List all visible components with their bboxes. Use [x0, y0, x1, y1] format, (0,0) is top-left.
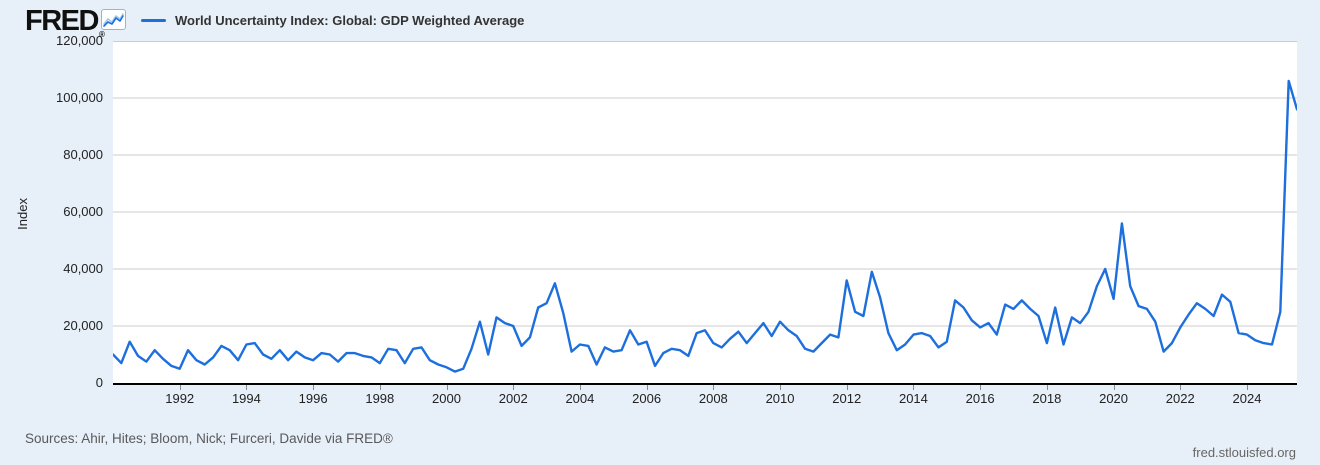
x-axis-tick-mark: [1246, 385, 1248, 390]
fred-site-link[interactable]: fred.stlouisfed.org: [1192, 445, 1296, 460]
x-axis-tick-label: 2008: [698, 391, 728, 406]
x-axis-tick-mark: [579, 385, 581, 390]
y-axis-tick-label: 20,000: [63, 318, 103, 333]
x-axis-tick-label: 2024: [1232, 391, 1262, 406]
fred-logo-text: FRED: [25, 5, 99, 37]
x-axis-tick-label: 2002: [498, 391, 528, 406]
x-axis-tick-label: 1998: [365, 391, 395, 406]
x-axis-tick-label: 1992: [165, 391, 195, 406]
x-axis-tick-mark: [1046, 385, 1048, 390]
x-axis-tick-label: 2006: [632, 391, 662, 406]
y-axis-tick-label: 0: [95, 375, 103, 390]
x-axis-tick-label: 2022: [1165, 391, 1195, 406]
y-axis-tick-label: 80,000: [63, 147, 103, 162]
x-axis-tick-mark: [980, 385, 982, 390]
x-axis-tick-mark: [313, 385, 315, 390]
x-axis-tick-mark: [646, 385, 648, 390]
x-axis-tick-label: 2020: [1099, 391, 1129, 406]
x-axis-tick-label: 2014: [898, 391, 928, 406]
x-axis-tick-mark: [713, 385, 715, 390]
series-legend[interactable]: World Uncertainty Index: Global: GDP Wei…: [141, 13, 524, 28]
x-axis-tick-label: 2010: [765, 391, 795, 406]
x-axis-tick-mark: [913, 385, 915, 390]
x-axis-tick-label: 2012: [832, 391, 862, 406]
x-axis-tick-mark: [246, 385, 248, 390]
series-color-dash: [141, 19, 166, 22]
x-axis-tick-label: 2018: [1032, 391, 1062, 406]
x-axis-tick-mark: [513, 385, 515, 390]
y-axis-tick-label: 60,000: [63, 204, 103, 219]
x-axis-tick-mark: [846, 385, 848, 390]
y-axis-tick-label: 100,000: [56, 90, 103, 105]
series-legend-label: World Uncertainty Index: Global: GDP Wei…: [175, 13, 525, 28]
sources-note: Sources: Ahir, Hites; Bloom, Nick; Furce…: [25, 431, 393, 446]
x-axis-tick-label: 2016: [965, 391, 995, 406]
x-axis-tick-mark: [1180, 385, 1182, 390]
line-chart: [113, 41, 1297, 373]
x-axis-tick-mark: [1113, 385, 1115, 390]
x-axis-tick-mark: [379, 385, 381, 390]
y-axis-tick-label: 40,000: [63, 261, 103, 276]
fred-graph-icon[interactable]: [101, 9, 126, 30]
y-axis-tick-label: 120,000: [56, 33, 103, 48]
plot-area[interactable]: [113, 41, 1297, 385]
x-axis-tick-mark: [780, 385, 782, 390]
fred-logo[interactable]: FRED®: [25, 5, 105, 39]
x-axis-tick-label: 1996: [298, 391, 328, 406]
x-axis-tick-label: 1994: [231, 391, 261, 406]
registered-mark: ®: [98, 30, 105, 39]
x-axis-tick-label: 2000: [432, 391, 461, 406]
x-axis-tick-mark: [179, 385, 181, 390]
x-axis-tick-mark: [446, 385, 448, 390]
x-axis-tick-label: 2004: [565, 391, 595, 406]
